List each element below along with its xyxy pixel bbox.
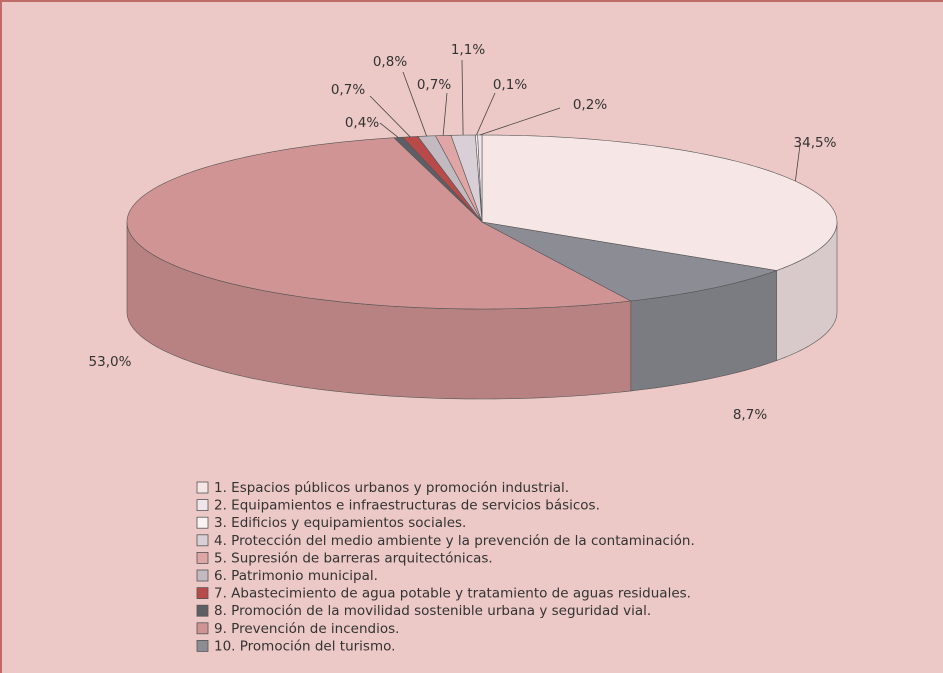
legend-label: 7. Abastecimiento de agua potable y trat… — [214, 586, 691, 602]
legend-swatch — [196, 481, 209, 494]
legend-swatch — [196, 622, 209, 635]
slice — [126, 137, 632, 310]
legend-swatch — [196, 640, 209, 652]
data-label: 0,8% — [373, 54, 407, 70]
leader-line — [461, 59, 464, 136]
leader-line — [369, 95, 411, 138]
legend-label: 10. Promoción del turismo. — [214, 638, 395, 654]
legend-swatch — [196, 516, 209, 529]
data-label: 0,7% — [331, 82, 365, 98]
legend-swatch — [196, 604, 209, 617]
legend-label: 9. Prevención de incendios. — [214, 621, 399, 637]
leader-line — [476, 92, 496, 136]
slice — [481, 134, 838, 271]
leader-line — [379, 122, 399, 138]
leader-line — [479, 107, 561, 136]
data-label: 1,1% — [451, 42, 485, 58]
legend-label: 4. Protección del medio ambiente y la pr… — [214, 533, 695, 549]
legend-swatch — [196, 569, 209, 582]
data-label: 34,5% — [794, 135, 837, 151]
data-label: 8,7% — [733, 407, 767, 423]
legend-label: 3. Edificios y equipamientos sociales. — [214, 515, 466, 531]
data-label: 0,7% — [417, 77, 451, 93]
slice — [481, 221, 778, 302]
legend-label: 5. Supresión de barreras arquitectónicas… — [214, 550, 493, 566]
data-label: 0,4% — [345, 115, 379, 131]
legend-swatch — [196, 534, 209, 547]
leader-line — [402, 71, 427, 137]
leader-line — [794, 144, 801, 182]
legend-label: 2. Equipamientos e infraestructuras de s… — [214, 498, 600, 514]
legend-swatch — [196, 587, 209, 599]
leader-line — [442, 92, 448, 136]
data-label: 0,1% — [493, 77, 527, 93]
data-label: 0,2% — [573, 97, 607, 113]
legend-label: 6. Patrimonio municipal. — [214, 568, 378, 584]
legend-swatch — [196, 552, 209, 564]
legend-label: 1. Espacios públicos urbanos y promoción… — [214, 480, 569, 496]
data-label: 53,0% — [89, 354, 132, 370]
legend-swatch — [196, 499, 209, 512]
legend-label: 8. Promoción de la movilidad sostenible … — [214, 603, 651, 619]
